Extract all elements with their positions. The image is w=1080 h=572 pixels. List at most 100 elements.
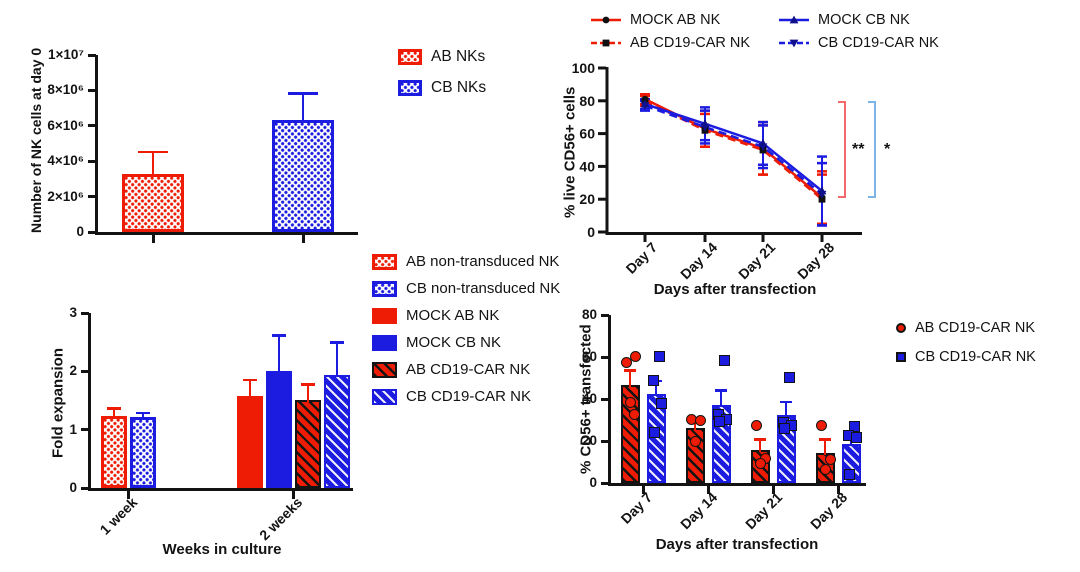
y-tick-mark: [81, 311, 89, 315]
legend-label: AB CD19-CAR NK: [630, 35, 751, 51]
y-tick-label: 40: [581, 391, 597, 406]
bar-mock-cb-nk: [266, 370, 292, 488]
legend-label: CB CD19-CAR NK: [818, 35, 939, 51]
legend-label: MOCK CB NK: [406, 334, 502, 351]
data-point: [750, 419, 762, 431]
marker-triangle-down: [700, 123, 710, 132]
marker-triangle-down: [640, 102, 650, 111]
error-bar-cap: [136, 411, 150, 415]
y-tick-mark: [601, 481, 609, 485]
bar-cb-cd19-car-nk: [324, 374, 350, 488]
data-point: [629, 350, 641, 362]
legend-item-mock-ab-nk: MOCK AB NK: [590, 12, 720, 28]
data-point: [848, 420, 860, 432]
error-bar-line: [112, 408, 116, 419]
panel-a-plot-area: 0 2×10⁶ 4×10⁶ 6×10⁶ 8×10⁶ 1×10⁷: [47, 47, 358, 243]
marker-square: [818, 195, 826, 203]
y-tick-label: 0: [587, 224, 595, 240]
y-tick-label: 4×10⁶: [47, 153, 84, 169]
x-tick-label: Day 7: [617, 489, 656, 527]
error-bar-line: [335, 342, 339, 377]
error-bar-line: [654, 381, 658, 396]
x-tick-mark: [126, 491, 130, 499]
legend-marker-square: [896, 352, 906, 362]
panel-a-y-axis-title: Number of NK cells at day 0: [28, 47, 44, 233]
y-tick-mark: [601, 355, 609, 359]
data-point: [850, 432, 862, 444]
legend-marker: [779, 39, 809, 48]
y-tick-label: 0: [76, 224, 84, 239]
y-tick-label: 3: [69, 305, 77, 320]
data-point: [653, 350, 665, 362]
significance-bracket: [868, 101, 876, 198]
data-point: [713, 415, 725, 427]
error-bar-line: [719, 390, 723, 408]
y-tick-label: 20: [579, 191, 595, 207]
legend-item-cb-cd19-car-nk: CB CD19-CAR NK: [896, 349, 1036, 365]
legend-label: CB non-transduced NK: [406, 280, 561, 297]
data-point: [718, 354, 730, 366]
legend-swatch: [372, 307, 397, 324]
data-point: [655, 397, 667, 409]
error-bar-line: [151, 152, 155, 176]
series-line-mock-cb-nk: [644, 102, 823, 192]
legend-marker-glyph: [602, 16, 610, 24]
x-tick-mark: [291, 491, 295, 499]
error-bar-line: [693, 420, 697, 431]
legend-item-mock-ab-nk: MOCK AB NK: [372, 307, 560, 324]
y-tick-mark: [88, 230, 96, 234]
data-point: [815, 419, 827, 431]
panel-d-x-axis-title: Days after transfection: [655, 536, 819, 553]
data-point: [694, 414, 706, 426]
legend-marker-circle: [896, 323, 906, 333]
y-tick-mark: [88, 195, 96, 199]
bar-cb-non-transduced-nk: [130, 416, 156, 488]
legend-marker: [779, 15, 809, 24]
error-bar-line: [823, 439, 827, 455]
x-tick-label: Day 14: [677, 489, 721, 533]
bar-ab-cd19-car-nk: [295, 399, 321, 488]
error-bar-line: [306, 384, 310, 402]
x-tick-mark: [836, 486, 840, 494]
error-bar-cap: [819, 438, 831, 441]
legend-label: MOCK AB NK: [406, 307, 500, 324]
y-tick-mark: [81, 369, 89, 373]
legend-item-mock-cb-nk: MOCK CB NK: [372, 334, 560, 351]
x-tick-label: Day 28: [807, 489, 851, 533]
data-point: [778, 422, 790, 434]
legend-item-ab-nks: AB NKs: [398, 48, 486, 66]
x-tick-mark: [301, 235, 305, 243]
data-point: [783, 371, 795, 383]
panel-d-legend: AB CD19-CAR NK CB CD19-CAR NK: [896, 320, 1036, 378]
error-bar-line: [277, 335, 281, 373]
bar-cb-nks: [272, 119, 334, 232]
y-tick-label: 40: [579, 158, 595, 174]
legend-label: CB NKs: [431, 79, 487, 96]
legend-item-ab-cd19-car-nk: AB CD19-CAR NK: [590, 35, 750, 51]
legend-marker: [591, 39, 621, 47]
legend-swatch: [398, 49, 422, 65]
legend-swatch: [372, 361, 397, 378]
data-point: [824, 454, 836, 466]
panel-c-plot-area: 0 1 2 3: [69, 305, 353, 499]
legend-item-ab-cd19-car-nk: AB CD19-CAR NK: [372, 361, 560, 378]
error-bar-cap: [138, 150, 168, 154]
bar-cb-cd19-car-nk: [646, 393, 666, 483]
legend-marker: [591, 16, 621, 24]
legend-item-mock-cb-nk: MOCK CB NK: [778, 12, 910, 28]
error-bar-line: [784, 402, 788, 417]
legend-marker-glyph: [789, 15, 799, 24]
error-bar-cap: [107, 407, 121, 410]
y-tick-mark: [601, 439, 609, 443]
x-tick-mark: [706, 486, 710, 494]
y-tick-mark: [88, 88, 96, 92]
significance-label: **: [852, 141, 865, 158]
y-tick-label: 2×10⁶: [47, 188, 84, 204]
x-tick-mark: [151, 235, 155, 243]
y-tick-mark: [88, 124, 96, 128]
error-bar-line: [141, 413, 145, 419]
y-tick-label: 0: [589, 475, 597, 490]
legend-label: CB CD19-CAR NK: [406, 388, 532, 405]
y-tick-label: 20: [581, 433, 597, 448]
